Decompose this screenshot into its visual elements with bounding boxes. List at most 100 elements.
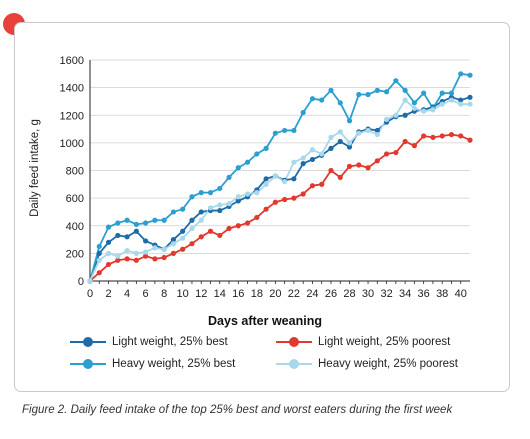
- figure-frame: [14, 22, 510, 392]
- x-tick-label: 40: [455, 288, 467, 300]
- series-3-point: [383, 116, 390, 122]
- series-2-point: [421, 133, 427, 139]
- series-3-point: [152, 245, 158, 251]
- series-1-point: [115, 220, 121, 226]
- series-3-point: [263, 181, 269, 187]
- series-3-point: [254, 190, 260, 196]
- series-2-point: [96, 270, 102, 276]
- series-2-point: [272, 199, 278, 205]
- series-1-point: [152, 217, 158, 223]
- series-2-point: [170, 250, 177, 256]
- series-0-point: [458, 97, 464, 103]
- y-tick-label: 1000: [60, 138, 84, 150]
- series-3-point: [319, 151, 325, 157]
- y-tick-label: 400: [66, 221, 84, 233]
- series-1-point: [226, 174, 232, 181]
- series-3-point: [458, 101, 464, 107]
- series-3-point: [105, 250, 112, 256]
- series-2-point: [198, 234, 204, 240]
- x-tick-label: 14: [214, 288, 226, 300]
- y-tick-label: 0: [78, 276, 84, 288]
- series-3-point: [300, 155, 306, 161]
- series-1-point: [282, 127, 288, 134]
- series-2-point: [439, 133, 445, 139]
- series-1-point: [328, 87, 334, 93]
- series-0-point: [96, 250, 102, 256]
- series-2-point: [282, 196, 288, 203]
- series-lines: [87, 71, 473, 284]
- x-tick-label: 16: [232, 288, 244, 300]
- x-tick-label: 12: [195, 288, 207, 300]
- x-tick-label: 30: [362, 288, 374, 300]
- series-3-point: [217, 202, 223, 208]
- series-1-point: [207, 190, 214, 196]
- legend-item-light-best: Light weight, 25% best: [70, 336, 228, 348]
- x-tick-label: 38: [436, 288, 448, 300]
- series-1-point: [133, 221, 139, 227]
- y-axis-label: Daily feed intake, g: [29, 119, 41, 217]
- series-2-point: [365, 165, 371, 171]
- series-2-point: [263, 206, 269, 212]
- series-2-point: [207, 228, 214, 234]
- series-0-point: [263, 176, 269, 182]
- x-tick-label: 8: [161, 288, 167, 300]
- x-tick-label: 22: [288, 288, 300, 300]
- x-tick-label: 2: [105, 288, 111, 300]
- series-1-point: [356, 91, 362, 98]
- series-1-point: [421, 90, 427, 96]
- series-3-point: [430, 107, 436, 113]
- series-1-point: [244, 159, 251, 165]
- legend-item-heavy-best: Heavy weight, 25% best: [70, 358, 235, 370]
- series-3-point: [161, 246, 167, 252]
- series-3-point: [170, 241, 177, 247]
- series-3-point: [439, 101, 445, 107]
- series-1-point: [300, 109, 306, 116]
- series-2-point: [152, 256, 158, 262]
- series-1-point: [105, 224, 112, 230]
- series-3-point: [124, 248, 130, 254]
- series-2-point: [430, 134, 436, 140]
- series-2-point: [467, 137, 473, 143]
- series-3-point: [393, 112, 399, 118]
- x-tick-label: 26: [325, 288, 337, 300]
- y-tick-label: 600: [66, 193, 84, 205]
- series-2-point: [133, 257, 139, 263]
- series-line-2: [89, 133, 471, 282]
- series-3-point: [226, 201, 232, 207]
- series-3-point: [143, 249, 149, 255]
- series-1-point: [189, 194, 195, 200]
- axes: [89, 60, 470, 284]
- series-2-point: [356, 162, 362, 168]
- y-tick-labels: 0 200 400 600 800 1000 1200 1400 1600: [60, 55, 84, 288]
- series-3-point: [291, 159, 297, 165]
- series-1-point: [319, 97, 325, 103]
- series-3-point: [374, 131, 380, 138]
- series-2-point: [124, 256, 130, 262]
- legend-label-light-best: Light weight, 25% best: [112, 336, 228, 348]
- series-3-point: [411, 105, 417, 111]
- series-1-point: [448, 90, 455, 96]
- series-1-point: [254, 151, 260, 157]
- series-0-point: [170, 236, 177, 243]
- series-0-point: [143, 238, 149, 244]
- series-0-point: [105, 239, 112, 245]
- series-2-point: [402, 138, 408, 145]
- series-2-point: [411, 143, 417, 149]
- series-2-point: [143, 253, 149, 259]
- series-2-point: [254, 214, 260, 221]
- series-3-point: [235, 194, 241, 200]
- series-3-point: [87, 278, 93, 284]
- series-1-point: [467, 72, 473, 78]
- legend-swatch-heavy-poorest: [276, 359, 312, 369]
- series-1-point: [365, 91, 371, 98]
- series-2-point: [180, 246, 186, 252]
- series-2-point: [161, 254, 167, 261]
- series-2-point: [346, 163, 353, 169]
- series-2-point: [458, 133, 464, 139]
- series-0-point: [309, 156, 316, 163]
- series-1-point: [291, 127, 297, 134]
- x-tick-label: 24: [306, 288, 318, 300]
- series-2-point: [226, 225, 232, 232]
- series-1-point: [143, 220, 149, 226]
